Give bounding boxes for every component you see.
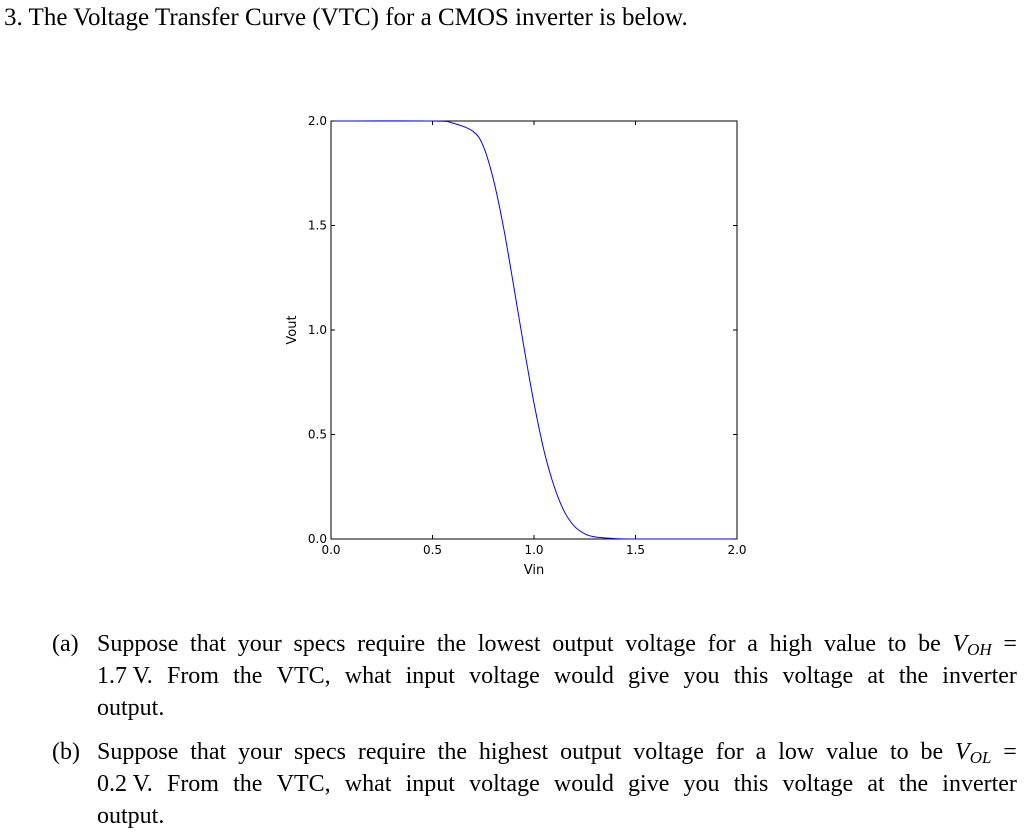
question-word: this xyxy=(733,771,769,797)
question-word: a xyxy=(755,739,767,765)
question-word: output xyxy=(560,739,622,765)
x-tick-label: 1.5 xyxy=(626,543,645,557)
question-word: lowest xyxy=(477,631,541,657)
question-word: From xyxy=(166,771,219,797)
question-word: VTC, xyxy=(276,663,331,689)
voltage-variable-subscript: OH xyxy=(967,640,992,659)
x-tick-label: 0.5 xyxy=(423,543,442,557)
voltage-variable-base: V xyxy=(952,631,968,657)
question-a-line-3: output. xyxy=(97,695,165,721)
question-word: to xyxy=(887,631,907,657)
voltage-variable-subscript: OL xyxy=(969,748,992,767)
question-word: require xyxy=(357,631,426,657)
question-word: specs xyxy=(293,739,346,765)
question-word: the xyxy=(437,739,467,765)
question-word: at xyxy=(867,771,885,797)
question-word: voltage xyxy=(469,663,540,689)
question-word: would xyxy=(553,771,614,797)
question-word: highest xyxy=(478,739,549,765)
problem-heading: 3. The Voltage Transfer Curve (VTC) for … xyxy=(4,4,688,31)
question-b-label: (b) xyxy=(52,739,80,765)
question-word: what xyxy=(344,771,392,797)
question-word: a xyxy=(747,631,758,657)
question-word: your xyxy=(238,739,283,765)
question-word: be xyxy=(920,739,944,765)
x-tick-label: 2.0 xyxy=(727,543,746,557)
question-word: voltage xyxy=(469,771,540,797)
question-word: for xyxy=(715,739,744,765)
question-word: you xyxy=(683,771,720,797)
question-word: your xyxy=(237,631,282,657)
question-word: require xyxy=(357,739,426,765)
y-axis-label: Vout xyxy=(285,315,300,344)
question-b-line-3: output. xyxy=(97,803,165,829)
question-word: inverter xyxy=(942,771,1017,797)
question-word: voltage xyxy=(625,631,696,657)
question-word: input xyxy=(405,771,455,797)
question-word: would xyxy=(553,663,614,689)
spec-voltage-value: 1.7 V. xyxy=(97,663,153,689)
question-word: what xyxy=(344,663,392,689)
question-word: From xyxy=(166,663,219,689)
question-word: voltage xyxy=(782,771,854,797)
plot-frame xyxy=(330,120,738,540)
vtc-chart: 0.0 0.5 1.0 1.5 2.0 0.0 0.5 1.0 1.5 2.0 Vin Vout xyxy=(285,114,747,578)
question-word: value xyxy=(826,739,879,765)
question-a-label: (a) xyxy=(52,631,79,657)
question-a-line-2: 1.7 V. From the VTC, what input voltage would gi… xyxy=(97,660,1017,692)
question-word: the xyxy=(233,771,263,797)
question-word: inverter xyxy=(942,663,1017,689)
question-word: that xyxy=(190,739,227,765)
question-word: the xyxy=(898,663,929,689)
question-word: value xyxy=(824,631,877,657)
question-word: for xyxy=(707,631,736,657)
y-tick-label: 0.0 xyxy=(308,532,327,546)
question-b-line-1: Suppose that your specs require the highest out… xyxy=(97,736,1017,768)
equals-sign: = xyxy=(1003,631,1017,657)
question-word: VTC, xyxy=(276,771,331,797)
question-word: high xyxy=(769,631,813,657)
question-word: the xyxy=(898,771,929,797)
x-tick-label: 0.0 xyxy=(321,543,340,557)
vtc-curve-line xyxy=(330,120,738,540)
y-tick-label: 1.0 xyxy=(308,323,327,337)
question-word: at xyxy=(867,663,885,689)
x-tick-label: 1.0 xyxy=(524,543,543,557)
question-word: Suppose xyxy=(97,631,179,657)
question-word: voltage xyxy=(782,663,854,689)
y-tick-label: 1.5 xyxy=(308,219,327,233)
voltage-variable: VOL xyxy=(955,736,991,768)
question-word: give xyxy=(628,663,670,689)
question-word: that xyxy=(190,631,227,657)
question-word: Suppose xyxy=(97,739,179,765)
question-word: output xyxy=(552,631,614,657)
question-word: the xyxy=(233,663,263,689)
voltage-variable-base: V xyxy=(955,739,970,765)
y-tick-label: 0.5 xyxy=(308,428,327,442)
question-word: input xyxy=(405,663,455,689)
voltage-variable: VOH xyxy=(952,628,991,660)
y-tick-label: 2.0 xyxy=(308,114,327,128)
question-word: specs xyxy=(293,631,346,657)
question-word: you xyxy=(683,663,720,689)
question-b-line-2: 0.2 V. From the VTC, what input voltage would gi… xyxy=(97,768,1017,800)
question-word: low xyxy=(778,739,815,765)
question-word: this xyxy=(733,663,769,689)
question-a-line-1: Suppose that your specs require the lowest outp… xyxy=(97,628,1017,660)
question-word: give xyxy=(628,771,670,797)
spec-voltage-value: 0.2 V. xyxy=(97,771,153,797)
question-word: voltage xyxy=(633,739,704,765)
question-word: to xyxy=(889,739,909,765)
x-axis-label: Vin xyxy=(524,563,544,578)
question-word: be xyxy=(918,631,941,657)
equals-sign: = xyxy=(1003,739,1017,765)
question-word: the xyxy=(436,631,467,657)
